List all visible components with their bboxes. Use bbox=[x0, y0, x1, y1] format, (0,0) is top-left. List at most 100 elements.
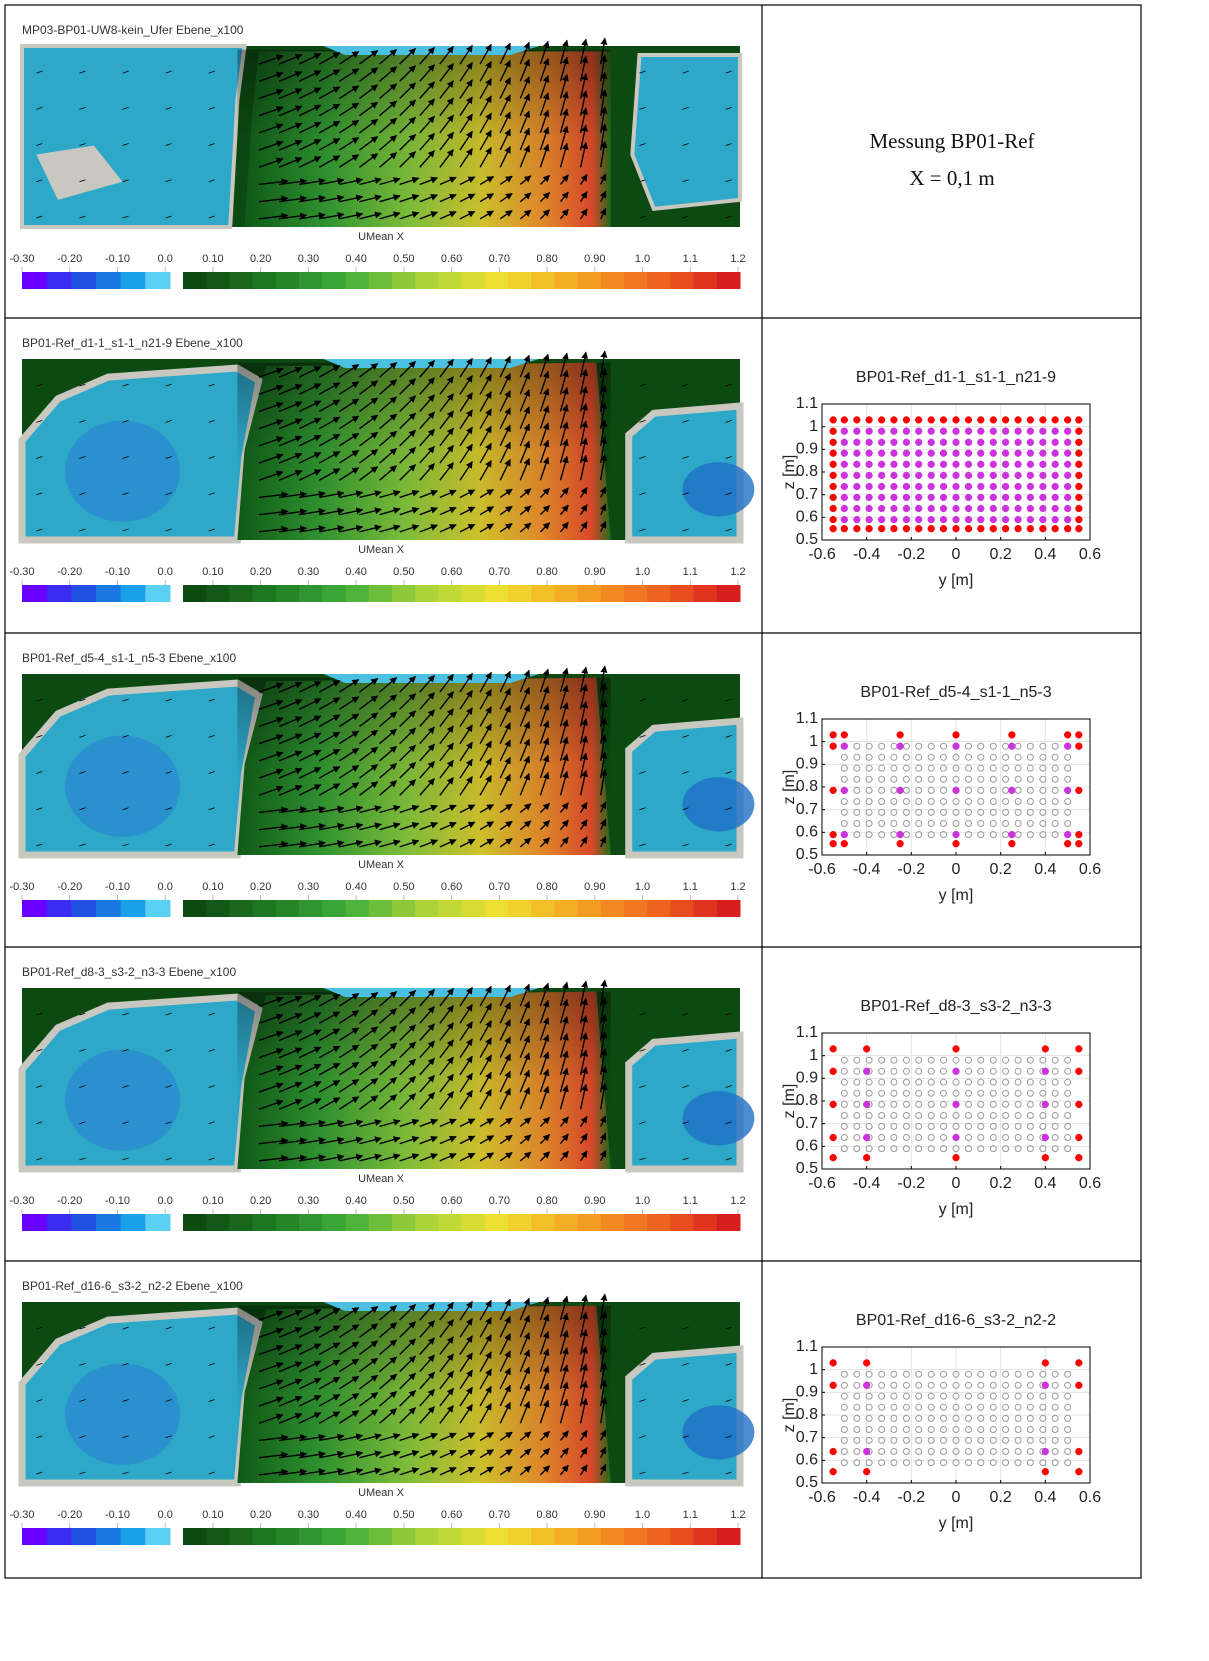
measurement-point bbox=[903, 743, 909, 749]
measurement-point bbox=[1052, 1393, 1058, 1399]
colorbar-tick-label: -0.20 bbox=[57, 1509, 82, 1521]
measurement-point bbox=[1065, 1079, 1071, 1085]
measurement-point bbox=[903, 516, 910, 523]
colorbar-swatch bbox=[531, 272, 555, 289]
measurement-point bbox=[1052, 1123, 1058, 1129]
colorbar-tick-label: -0.30 bbox=[9, 566, 34, 578]
measurement-point bbox=[1015, 1134, 1021, 1140]
x-tick-label: 0.2 bbox=[990, 546, 1012, 563]
colorbar-tick-label: -0.20 bbox=[57, 1195, 82, 1207]
measurement-point bbox=[863, 1068, 870, 1075]
colorbar-tick-label: 0.80 bbox=[536, 881, 557, 893]
colorbar-swatch bbox=[206, 1214, 230, 1231]
measurement-point bbox=[915, 416, 922, 423]
measurement-point bbox=[1065, 1393, 1071, 1399]
colorbar-swatch bbox=[71, 900, 96, 917]
colorbar-swatch bbox=[253, 1528, 277, 1545]
x-tick-label: -0.2 bbox=[898, 1175, 926, 1192]
measurement-point bbox=[879, 1079, 885, 1085]
colorbar-tick-label: 0.0 bbox=[158, 253, 173, 265]
chart-title: BP01-Ref_d16-6_s3-2_n2-2 bbox=[856, 1312, 1056, 1329]
measurement-point bbox=[978, 1404, 984, 1410]
measurement-point bbox=[1052, 1371, 1058, 1377]
measurement-point bbox=[891, 428, 898, 435]
measurement-point bbox=[915, 428, 922, 435]
measurement-point bbox=[1027, 494, 1034, 501]
colorbar-tick-label: 1.1 bbox=[683, 566, 698, 578]
measurement-point bbox=[1064, 494, 1071, 501]
measurement-point bbox=[841, 754, 847, 760]
colorbar-swatch bbox=[554, 900, 578, 917]
measurement-point bbox=[1008, 787, 1015, 794]
colorbar-tick-label: 1.1 bbox=[683, 1509, 698, 1521]
measurement-point bbox=[891, 1101, 897, 1107]
colorbar-swatch bbox=[121, 1214, 146, 1231]
measurement-point bbox=[854, 1123, 860, 1129]
x-axis-label: y [m] bbox=[939, 1515, 974, 1532]
measurement-point bbox=[854, 1404, 860, 1410]
measurement-point bbox=[966, 1382, 972, 1388]
measurement-point bbox=[1015, 461, 1022, 468]
measurement-point bbox=[1042, 1134, 1049, 1141]
measurement-point bbox=[1039, 461, 1046, 468]
measurement-point bbox=[953, 439, 960, 446]
y-axis-label: z [m] bbox=[781, 455, 798, 490]
colorbar-tick-label: 0.60 bbox=[441, 253, 462, 265]
measurement-point bbox=[916, 820, 922, 826]
colorbar-label: UMean X bbox=[358, 859, 405, 871]
colorbar-swatch bbox=[47, 1528, 72, 1545]
measurement-point bbox=[841, 461, 848, 468]
measurement-point bbox=[1015, 1123, 1021, 1129]
colorbar-swatch bbox=[206, 900, 230, 917]
low-velocity-region bbox=[22, 46, 245, 227]
colorbar: UMean X-0.30-0.20-0.100.00.100.200.300.4… bbox=[9, 1487, 745, 1545]
measurement-point bbox=[1039, 472, 1046, 479]
measurement-point bbox=[940, 1068, 946, 1074]
colorbar-tick-label: -0.10 bbox=[105, 1195, 130, 1207]
measurement-point bbox=[990, 1404, 996, 1410]
colorbar-swatch bbox=[647, 1214, 671, 1231]
x-tick-label: -0.4 bbox=[853, 1489, 881, 1506]
measurement-point bbox=[1003, 765, 1009, 771]
measurement-point bbox=[953, 787, 960, 794]
measurement-point bbox=[928, 505, 935, 512]
measurement-point bbox=[1075, 743, 1082, 750]
colorbar-swatch bbox=[578, 1528, 602, 1545]
x-tick-label: 0.6 bbox=[1079, 1489, 1101, 1506]
measurement-point bbox=[1052, 1427, 1058, 1433]
measurement-point bbox=[978, 1382, 984, 1388]
measurement-point bbox=[903, 765, 909, 771]
measurement-point bbox=[953, 840, 960, 847]
colorbar-swatch bbox=[369, 1528, 393, 1545]
measurement-point bbox=[841, 765, 847, 771]
colorbar-swatch bbox=[485, 272, 509, 289]
x-tick-label: 0.6 bbox=[1079, 1175, 1101, 1192]
reverse-flow-region bbox=[65, 1050, 180, 1151]
colorbar-swatch bbox=[578, 1214, 602, 1231]
x-axis-label: y [m] bbox=[939, 1201, 974, 1218]
measurement-point bbox=[953, 450, 960, 457]
colorbar-swatch bbox=[415, 585, 439, 602]
measurement-point bbox=[977, 505, 984, 512]
colorbar-swatch bbox=[508, 900, 532, 917]
colorbar-swatch bbox=[276, 1528, 300, 1545]
colorbar-swatch bbox=[578, 585, 602, 602]
measurement-point bbox=[990, 1123, 996, 1129]
measurement-point bbox=[863, 1448, 870, 1455]
measurement-point bbox=[977, 461, 984, 468]
measurement-point bbox=[830, 1382, 837, 1389]
measurement-point bbox=[1052, 483, 1059, 490]
measurement-point bbox=[916, 1134, 922, 1140]
measurement-point bbox=[854, 1382, 860, 1388]
colorbar-swatch bbox=[624, 272, 648, 289]
measurement-point bbox=[879, 776, 885, 782]
measurement-point bbox=[966, 1068, 972, 1074]
measurement-point bbox=[891, 809, 897, 815]
measurement-point bbox=[1075, 450, 1082, 457]
colorbar-swatch bbox=[276, 1214, 300, 1231]
colorbar-tick-label: 0.20 bbox=[250, 1195, 271, 1207]
measurement-note: X = 0,1 m bbox=[909, 166, 994, 190]
measurement-point bbox=[903, 1101, 909, 1107]
measurement-point bbox=[841, 1113, 847, 1119]
measurement-point bbox=[1052, 505, 1059, 512]
